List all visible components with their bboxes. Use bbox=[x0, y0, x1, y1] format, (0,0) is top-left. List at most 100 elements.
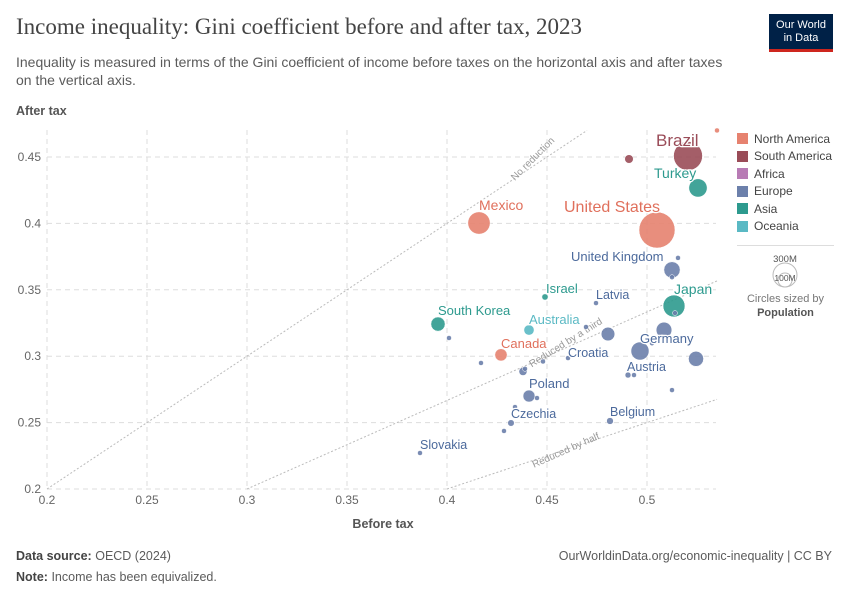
x-tick-label: 0.5 bbox=[639, 493, 656, 507]
data-point[interactable] bbox=[631, 372, 637, 378]
data-point-croatia[interactable] bbox=[565, 355, 571, 361]
y-tick-label: 0.25 bbox=[18, 416, 42, 430]
point-label: United States bbox=[564, 199, 660, 216]
data-point-israel[interactable] bbox=[541, 293, 549, 301]
data-point-germany[interactable] bbox=[630, 341, 650, 361]
data-point-turkey[interactable] bbox=[688, 178, 708, 198]
x-tick-label: 0.25 bbox=[135, 493, 159, 507]
x-tick-label: 0.2 bbox=[39, 493, 56, 507]
point-label: Mexico bbox=[479, 197, 524, 213]
legend-item-asia[interactable]: Asia bbox=[737, 200, 834, 218]
legend-item-north-america[interactable]: North America bbox=[737, 130, 834, 148]
data-point-canada[interactable] bbox=[494, 348, 508, 362]
x-tick-label: 0.45 bbox=[535, 493, 559, 507]
point-label: Germany bbox=[640, 331, 694, 346]
y-axis-label: After tax bbox=[16, 104, 67, 118]
data-point[interactable] bbox=[583, 324, 589, 330]
chart-title: Income inequality: Gini coefficient befo… bbox=[16, 14, 583, 39]
reference-line-label: Reduced by half bbox=[531, 431, 602, 471]
data-point-south-korea[interactable] bbox=[430, 316, 446, 332]
y-tick-label: 0.45 bbox=[18, 150, 42, 164]
size-variable: Population bbox=[757, 307, 814, 319]
data-point[interactable] bbox=[501, 428, 507, 434]
reference-line bbox=[246, 280, 718, 490]
data-point-japan[interactable] bbox=[662, 294, 686, 318]
size-300m: 300M bbox=[773, 254, 797, 265]
point-label: United Kingdom bbox=[571, 249, 664, 264]
point-label: Japan bbox=[674, 281, 712, 297]
data-point[interactable] bbox=[655, 321, 673, 339]
point-label: Belgium bbox=[610, 405, 655, 419]
legend-item-europe[interactable]: Europe bbox=[737, 183, 834, 201]
reference-line-label: No reduction bbox=[509, 135, 557, 183]
data-point[interactable] bbox=[669, 387, 675, 393]
legend-item-africa[interactable]: Africa bbox=[737, 165, 834, 183]
data-point-austria[interactable] bbox=[624, 371, 632, 379]
data-source: Data source: OECD (2024) bbox=[16, 549, 171, 563]
x-tick-label: 0.3 bbox=[239, 493, 256, 507]
data-point-belgium[interactable] bbox=[606, 417, 614, 425]
data-point[interactable] bbox=[522, 366, 528, 372]
data-point-poland[interactable] bbox=[522, 389, 536, 403]
data-point-brazil[interactable] bbox=[673, 141, 703, 171]
size-caption: Circles sized by bbox=[746, 293, 825, 305]
data-point[interactable] bbox=[669, 274, 675, 280]
legend-swatch bbox=[737, 150, 748, 162]
point-label: Brazil bbox=[656, 131, 699, 150]
data-point-czechia[interactable] bbox=[507, 419, 515, 427]
data-point[interactable] bbox=[672, 310, 678, 316]
legend-label: Africa bbox=[754, 166, 785, 181]
data-point[interactable] bbox=[600, 326, 616, 342]
point-label: Canada bbox=[501, 336, 547, 351]
point-label: Turkey bbox=[654, 165, 696, 181]
point-label: Croatia bbox=[568, 346, 608, 360]
legend-item-south-america[interactable]: South America bbox=[737, 148, 834, 166]
legend-label: Europe bbox=[754, 184, 793, 199]
legend-swatch bbox=[737, 133, 748, 145]
data-point[interactable] bbox=[534, 395, 540, 401]
footer-url[interactable]: OurWorldinData.org/economic-inequality |… bbox=[558, 549, 832, 563]
y-tick-label: 0.2 bbox=[24, 482, 41, 496]
source-link[interactable]: OECD (2024) bbox=[95, 549, 171, 563]
legend: North America South America Africa Europe As… bbox=[737, 130, 834, 327]
y-tick-label: 0.4 bbox=[24, 216, 41, 230]
point-label: Czechia bbox=[511, 407, 556, 421]
data-point[interactable] bbox=[512, 404, 518, 410]
owid-logo[interactable]: Our World in Data bbox=[769, 14, 833, 52]
y-tick-label: 0.35 bbox=[18, 283, 42, 297]
x-tick-label: 0.35 bbox=[335, 493, 359, 507]
data-point[interactable] bbox=[478, 360, 484, 366]
data-point[interactable] bbox=[540, 358, 546, 365]
data-point[interactable] bbox=[714, 127, 720, 134]
point-label: Poland bbox=[529, 376, 569, 391]
legend-swatch bbox=[737, 203, 748, 215]
data-point-australia[interactable] bbox=[523, 324, 535, 336]
legend-label: South America bbox=[754, 149, 833, 164]
x-tick-label: 0.4 bbox=[439, 493, 456, 507]
data-point-mexico[interactable] bbox=[467, 211, 491, 235]
data-point[interactable] bbox=[688, 351, 704, 367]
point-label: Austria bbox=[627, 360, 666, 374]
data-point[interactable] bbox=[675, 255, 681, 261]
x-axis-label: Before tax bbox=[352, 517, 413, 531]
size-legend: 300M 100M Circles sized by Population bbox=[737, 252, 834, 327]
legend-swatch bbox=[737, 220, 748, 232]
legend-swatch bbox=[737, 185, 748, 197]
data-point[interactable] bbox=[649, 340, 655, 346]
legend-label: Oceania bbox=[754, 219, 799, 234]
data-point[interactable] bbox=[624, 154, 634, 164]
data-point-united-states[interactable] bbox=[638, 211, 676, 249]
reference-line bbox=[446, 398, 718, 490]
point-label: Israel bbox=[546, 281, 578, 296]
chart-subtitle: Inequality is measured in terms of the G… bbox=[16, 54, 723, 88]
data-point-latvia[interactable] bbox=[593, 300, 599, 306]
point-label: Latvia bbox=[596, 288, 629, 302]
size-100m: 100M bbox=[774, 273, 795, 283]
legend-item-oceania[interactable]: Oceania bbox=[737, 218, 834, 236]
data-point-slovakia[interactable] bbox=[417, 450, 423, 456]
data-point[interactable] bbox=[446, 335, 452, 341]
legend-swatch bbox=[737, 168, 748, 180]
legend-label: Asia bbox=[754, 201, 778, 216]
